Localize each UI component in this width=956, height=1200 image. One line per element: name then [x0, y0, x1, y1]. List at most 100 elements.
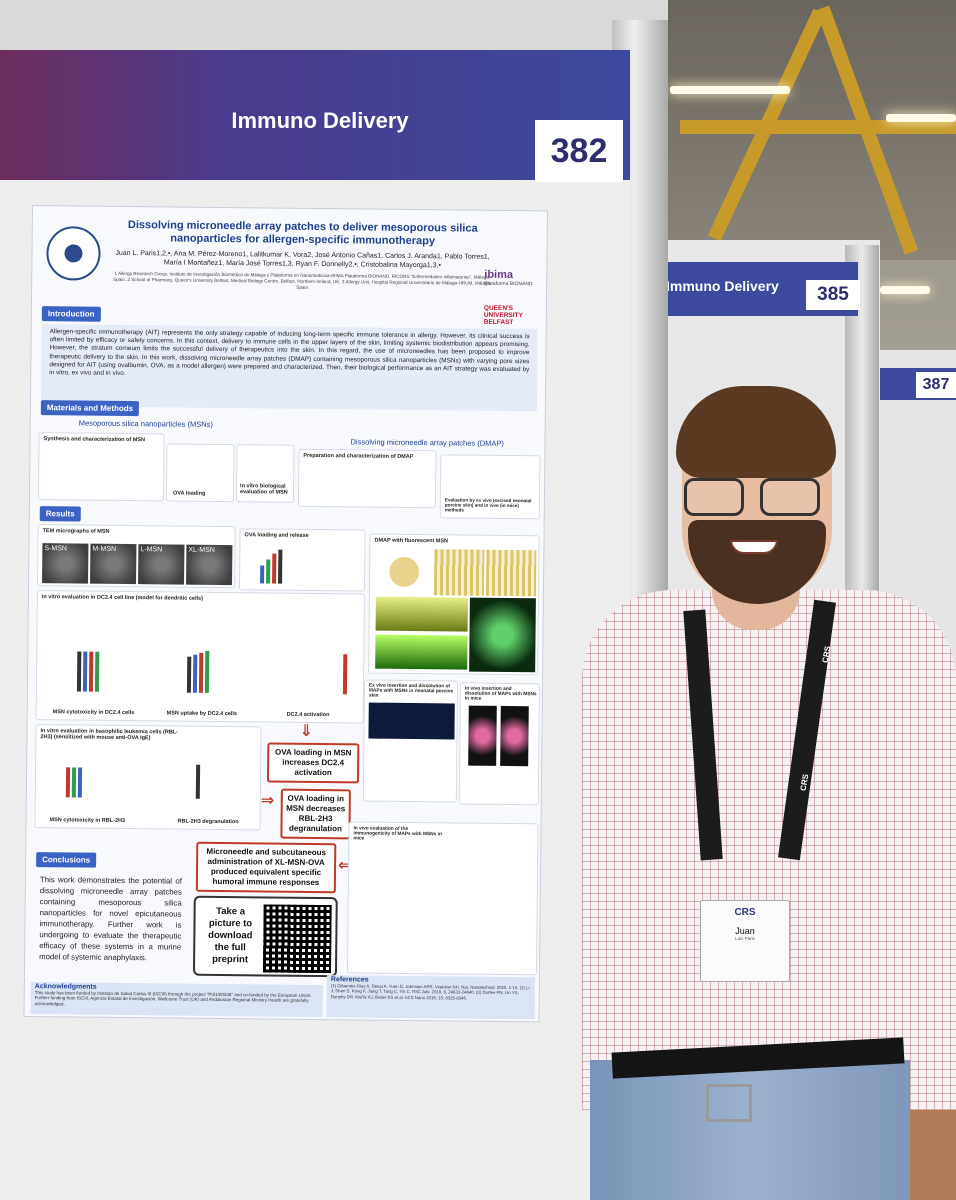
- glasses-lens: [684, 478, 744, 516]
- jeans: [590, 1060, 910, 1200]
- glasses: [684, 478, 824, 520]
- ceiling-beam: [680, 120, 956, 134]
- ex-vivo-image: [368, 702, 455, 740]
- uptake-caption: MSN uptake by DC2.4 cells: [166, 710, 238, 718]
- chart-bar: [198, 652, 204, 693]
- panel-ex-vivo-method: Evaluation by ex vivo (excised neonatal …: [439, 454, 541, 520]
- checked-shirt: [582, 590, 956, 1110]
- qr-code[interactable]: [262, 904, 332, 974]
- board-385-session-title: Immuno Delivery: [666, 278, 779, 294]
- refs-text: (1) Cifuentes-Rius A, Desai A, Yuen D, J…: [330, 982, 530, 1001]
- tem-micrograph: S-MSN: [42, 543, 89, 584]
- callout-dc24-activation: OVA loading in MSN increases DC2.4 activ…: [266, 742, 360, 784]
- badge-logo: CRS: [734, 907, 756, 918]
- panel-tem: TEM micrographs of MSN S-MSN M-MSN L-MSN…: [37, 524, 236, 589]
- section-introduction: Introduction: [41, 306, 101, 322]
- poster-affiliations: 1 Allergy Research Group, Instituto de I…: [113, 270, 492, 290]
- bio-eval-caption: In vitro biological evaluation of MSN: [239, 483, 288, 496]
- ova-loading-caption: OVA loading: [172, 490, 206, 497]
- board-387-number: 387: [916, 372, 956, 398]
- hair: [676, 386, 836, 478]
- chart-bar: [82, 651, 88, 692]
- board-header: Immuno Delivery: [0, 50, 630, 180]
- ibima-logo: ibima Plataforma BIONAND: [484, 269, 533, 288]
- dc24-caption: In vitro evaluation in DC2.4 cell line (…: [41, 594, 203, 602]
- ibima-logo-sub: Plataforma BIONAND: [484, 280, 533, 288]
- badge-subtitle: Luis Paris: [735, 936, 755, 941]
- chart-bar: [204, 650, 210, 693]
- panel-dc24: In vitro evaluation in DC2.4 cell line (…: [35, 590, 365, 724]
- smile: [730, 540, 778, 554]
- invivo-immuno-caption: In vivo evaluation of the immunogenicity…: [353, 826, 442, 842]
- conclusions-text: This work demonstrates the potential of …: [39, 875, 182, 963]
- belt-buckle: [706, 1084, 752, 1122]
- scientific-poster: Dissolving microneedle array patches to …: [23, 205, 548, 1023]
- introduction-text: Allergen-specific immunotherapy (AIT) re…: [40, 324, 538, 412]
- poster-number: 382: [535, 120, 623, 182]
- chart-bar: [272, 553, 277, 584]
- panel-immunogenicity: In vivo evaluation of the immunogenicity…: [346, 821, 539, 976]
- references: References (1) Cifuentes-Rius A, Desai A…: [326, 975, 535, 1020]
- chart-bar: [260, 565, 265, 584]
- dmap-prep-caption: Preparation and characterization of DMAP: [303, 452, 414, 461]
- glasses-lens: [760, 478, 820, 516]
- chart-bar: [278, 549, 283, 584]
- tem-caption: TEM micrographs of MSN: [42, 528, 110, 535]
- name-badge: CRS Juan Luis Paris: [700, 900, 790, 982]
- chart-bar: [192, 654, 198, 693]
- dmap-label: Dissolving microneedle array patches (DM…: [350, 437, 504, 448]
- chart-bar: [342, 654, 348, 695]
- tem-micrograph: L-MSN: [138, 544, 185, 585]
- panel-invivo-insertion: In vivo insertion and dissolution of MAP…: [458, 682, 541, 806]
- preprint-box: Take a picture to download the full prep…: [192, 895, 338, 978]
- tem-micrograph: XL-MSN: [186, 544, 233, 586]
- qub-logo: QUEEN'S UNIVERSITY BELFAST: [483, 304, 523, 327]
- ova-release-caption: OVA loading and release: [244, 532, 309, 539]
- panel-ova-loading: OVA loading: [165, 443, 235, 503]
- exvivo-insert-caption: Ex vivo insertion and dissolution of MAP…: [368, 683, 454, 699]
- activation-caption: DC2.4 activation: [286, 711, 330, 719]
- chart-bar: [186, 656, 192, 693]
- ceiling-light: [670, 86, 790, 94]
- chart-bar: [195, 764, 201, 799]
- chart-bar: [71, 767, 77, 798]
- rbl-cytotox-caption: MSN cytotoxicity in RBL-2H3: [49, 817, 126, 825]
- university-seal-logo: [46, 226, 101, 281]
- synthesis-caption: Synthesis and characterization of MSN: [43, 436, 146, 444]
- session-title: Immuno Delivery: [231, 108, 409, 133]
- callout-rbl-degranulation: OVA loading in MSN decreases RBL-2H3 deg…: [280, 788, 351, 840]
- section-methods: Materials and Methods: [40, 400, 140, 417]
- red-down-arrow-icon: ⇓: [299, 722, 313, 740]
- badge-name: Juan: [735, 926, 755, 936]
- red-right-arrow-icon: ⇒: [260, 792, 275, 810]
- chart-bar: [76, 651, 82, 692]
- chart-bar: [88, 651, 94, 692]
- tem-micrograph: M-MSN: [90, 543, 137, 585]
- ex-vivo-caption: Evaluation by ex vivo (excised neonatal …: [444, 497, 532, 513]
- panel-synthesis: Synthesis and characterization of MSN: [37, 432, 165, 502]
- fluor-image: [375, 596, 468, 632]
- chart-bar: [94, 651, 100, 692]
- rbl-degran-caption: RBL-2H3 degranulation: [177, 818, 239, 826]
- poster-authors: Juan L. Paris1,2,•, Ana M. Pérez-Moreno1…: [115, 249, 490, 270]
- in-vivo-image: [500, 705, 529, 767]
- ack-text: This study has been funded by Instituto …: [34, 989, 312, 1006]
- fluor-image: [375, 634, 468, 670]
- ceiling-light: [880, 286, 930, 294]
- fluor-image: [433, 549, 485, 596]
- preprint-text: Take a picture to download the full prep…: [208, 905, 253, 966]
- msn-label: Mesoporous silica nanoparticles (MSNs): [78, 418, 213, 429]
- panel-dmap-prep: Preparation and characterization of DMAP: [297, 448, 437, 509]
- ibima-logo-text: ibima: [484, 268, 514, 282]
- fluor-image: [469, 597, 536, 673]
- section-conclusions: Conclusions: [36, 852, 97, 868]
- callout-immune-response: Microneedle and subcutaneous administrat…: [195, 841, 337, 894]
- chart-bar: [77, 767, 83, 798]
- ceiling-light: [886, 114, 956, 122]
- panel-bio-eval: In vitro biological evaluation of MSN: [235, 444, 295, 503]
- board-385-number: 385: [806, 280, 860, 310]
- fluor-image: [375, 548, 433, 596]
- cytotox-caption: MSN cytotoxicity in DC2.4 cells: [52, 709, 135, 717]
- rbl-caption: In vitro evaluation in basophilic leukem…: [40, 728, 179, 742]
- panel-ova-release: OVA loading and release: [238, 528, 366, 592]
